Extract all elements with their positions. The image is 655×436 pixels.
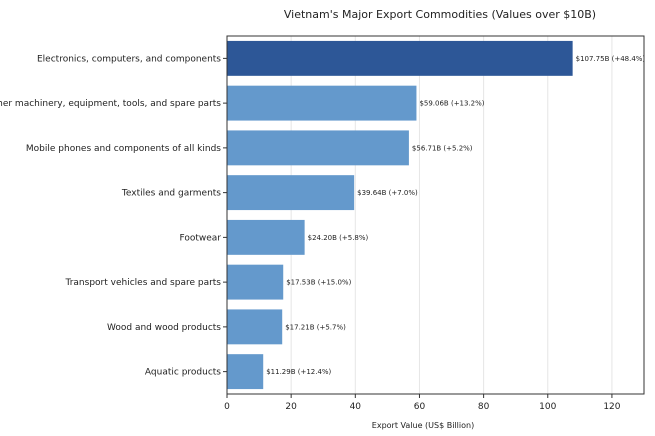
- bar-value-label: $56.71B (+5.2%): [412, 144, 473, 152]
- category-label: Wood and wood products: [107, 323, 221, 333]
- category-label: Electronics, computers, and components: [37, 54, 221, 64]
- axes: [223, 35, 645, 398]
- bars: [227, 40, 573, 390]
- x-tick-label: 80: [478, 402, 490, 412]
- x-tick-label: 100: [539, 402, 556, 412]
- x-tick-label: 20: [285, 402, 297, 412]
- category-label: Other machinery, equipment, tools, and s…: [0, 99, 221, 109]
- bar: [227, 354, 264, 390]
- x-tick-labels: 0 20 40 60 80 100 120: [224, 402, 621, 412]
- category-label: Transport vehicles and spare parts: [65, 278, 222, 288]
- bar-value-label: $107.75B (+48.4%): [576, 55, 646, 63]
- category-labels: Electronics, computers, and components Ot…: [0, 54, 221, 377]
- bar: [227, 175, 355, 211]
- category-label: Mobile phones and components of all kind…: [26, 144, 221, 154]
- x-tick-label: 40: [350, 402, 362, 412]
- x-tick-label: 0: [224, 402, 230, 412]
- bar-value-label: $17.53B (+15.0%): [286, 279, 351, 287]
- plot-frame: [226, 35, 645, 395]
- bar: [227, 40, 573, 76]
- bar-value-label: $39.64B (+7.0%): [357, 189, 418, 197]
- x-tick-label: 120: [603, 402, 620, 412]
- bar: [227, 309, 283, 345]
- x-axis-title: Export Value (US$ Billion): [372, 421, 474, 430]
- bar: [227, 85, 417, 121]
- category-label: Footwear: [179, 233, 221, 243]
- x-tick-label: 60: [414, 402, 426, 412]
- category-label: Aquatic products: [145, 368, 221, 378]
- chart-title: Vietnam's Major Export Commodities (Valu…: [284, 8, 596, 21]
- bar-value-label: $11.29B (+12.4%): [266, 368, 331, 376]
- category-label: Textiles and garments: [121, 189, 221, 199]
- bar: [227, 130, 409, 166]
- bar-value-labels: $107.75B (+48.4%) $59.06B (+13.2%) $56.71B…: [266, 55, 645, 376]
- bar-value-label: $24.20B (+5.8%): [308, 234, 369, 242]
- bar: [227, 219, 305, 255]
- bar-value-label: $17.21B (+5.7%): [285, 323, 346, 331]
- bar-value-label: $59.06B (+13.2%): [419, 100, 484, 108]
- bar: [227, 264, 284, 300]
